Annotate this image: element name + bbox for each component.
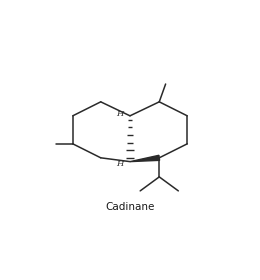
- Text: Cadinane: Cadinane: [105, 202, 155, 213]
- Polygon shape: [130, 155, 160, 162]
- Text: H: H: [116, 160, 124, 168]
- Text: H: H: [116, 110, 124, 118]
